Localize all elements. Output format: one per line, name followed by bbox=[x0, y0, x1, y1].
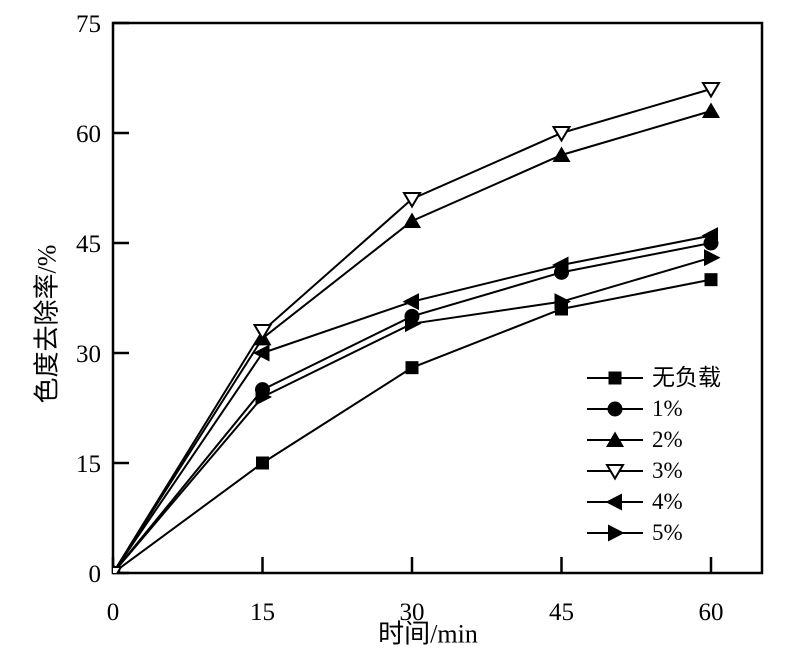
marker-triangle-left-filled-icon bbox=[402, 293, 419, 311]
legend-label: 3% bbox=[652, 458, 683, 483]
x-tick-label: 30 bbox=[400, 599, 425, 626]
legend-key-triangle-right-filled bbox=[587, 524, 643, 541]
y-tick-label: 45 bbox=[76, 231, 101, 258]
marker-triangle-right-filled-icon bbox=[554, 293, 571, 311]
marker-triangle-up-filled-icon bbox=[606, 431, 624, 447]
legend-key-triangle-down-open bbox=[587, 463, 643, 480]
marker-square-filled-icon bbox=[704, 273, 718, 287]
legend-key-square-filled bbox=[587, 371, 643, 384]
x-axis-label: 时间/min bbox=[378, 619, 478, 649]
y-tick-label: 30 bbox=[76, 341, 101, 368]
legend-item-3%: 3% bbox=[587, 455, 721, 486]
x-tick-label: 15 bbox=[250, 599, 275, 626]
marker-triangle-left-filled-icon bbox=[701, 227, 718, 245]
legend-key-triangle-up-filled bbox=[587, 431, 643, 447]
legend-item-5%: 5% bbox=[587, 517, 721, 548]
x-tick-label: 45 bbox=[549, 599, 574, 626]
y-tick-label: 60 bbox=[76, 121, 101, 148]
marker-triangle-up-filled-icon bbox=[403, 212, 421, 228]
marker-triangle-right-filled-icon bbox=[608, 524, 625, 541]
legend-label: 4% bbox=[652, 489, 683, 514]
marker-square-filled-icon bbox=[608, 371, 622, 384]
legend-label: 无负载 bbox=[652, 365, 721, 390]
marker-triangle-down-open-icon bbox=[252, 324, 273, 341]
marker-circle-filled-icon bbox=[404, 308, 420, 324]
x-tick-label: 0 bbox=[107, 599, 120, 626]
legend-item-4%: 4% bbox=[587, 486, 721, 517]
legend-item-2%: 2% bbox=[587, 424, 721, 455]
legend-label: 1% bbox=[652, 396, 683, 421]
legend-label: 2% bbox=[652, 427, 683, 452]
series-group bbox=[113, 82, 721, 573]
marker-circle-filled-icon bbox=[255, 382, 270, 398]
marker-triangle-right-filled-icon bbox=[704, 249, 721, 267]
marker-triangle-down-open-icon bbox=[402, 192, 422, 209]
y-tick-label: 75 bbox=[76, 11, 101, 38]
marker-triangle-down-open-icon bbox=[551, 126, 572, 143]
marker-triangle-up-filled-icon bbox=[552, 146, 571, 162]
marker-square-filled-icon bbox=[405, 361, 419, 375]
legend-item-无负载: 无负载 bbox=[587, 362, 721, 393]
x-tick-label: 60 bbox=[699, 599, 724, 626]
legend-key-triangle-left-filled bbox=[587, 493, 643, 510]
legend-label: 5% bbox=[652, 520, 683, 545]
chart-legend: 无负载 1% 2% 3% 4% 5% bbox=[587, 362, 721, 548]
marker-triangle-left-filled-icon bbox=[253, 344, 270, 362]
y-axis-label: 色度去除率/% bbox=[32, 244, 62, 404]
marker-triangle-down-open-icon bbox=[605, 463, 625, 480]
plot-border bbox=[111, 21, 764, 575]
marker-triangle-left-filled-icon bbox=[605, 493, 622, 510]
marker-triangle-up-filled-icon bbox=[702, 102, 720, 118]
marker-triangle-down-open-icon bbox=[701, 82, 721, 99]
marker-triangle-left-filled-icon bbox=[552, 256, 569, 274]
legend-item-1%: 1% bbox=[587, 393, 721, 424]
y-tick-label: 0 bbox=[89, 561, 102, 588]
marker-circle-filled-icon bbox=[607, 401, 623, 416]
legend-key-circle-filled bbox=[587, 401, 643, 416]
marker-triangle-down-open-icon bbox=[113, 566, 123, 573]
y-tick-label: 15 bbox=[76, 451, 101, 478]
marker-square-filled-icon bbox=[256, 456, 269, 470]
